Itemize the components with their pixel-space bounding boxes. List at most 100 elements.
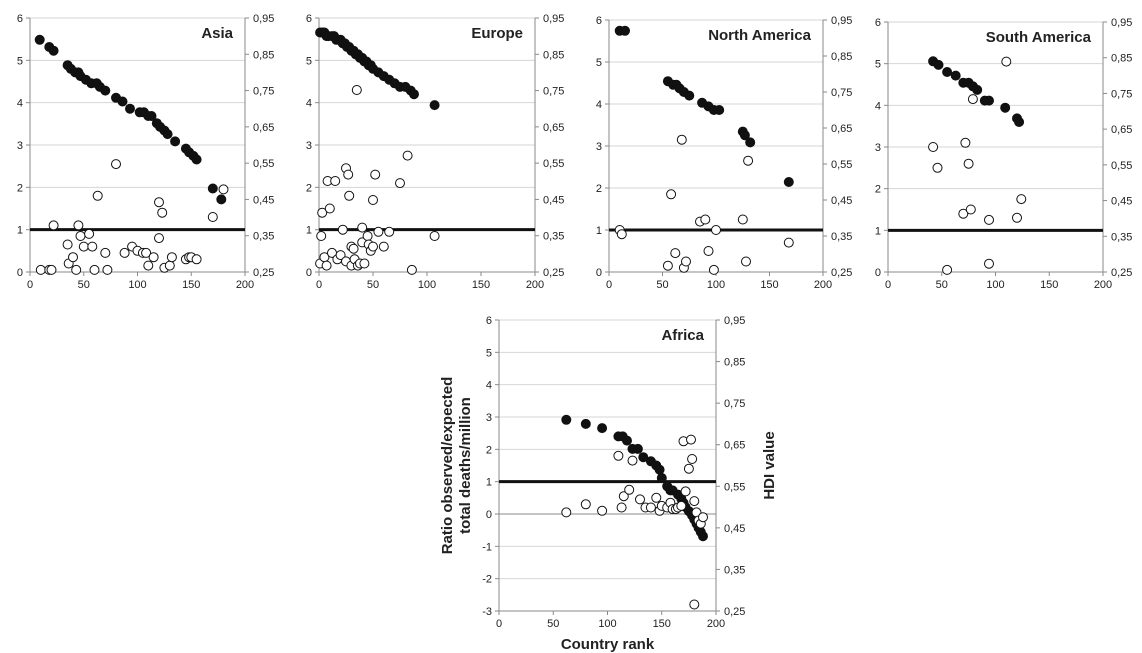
hdi-point xyxy=(207,183,218,194)
hdi-point xyxy=(622,435,632,446)
ratio-point xyxy=(616,502,627,513)
ratio-point xyxy=(680,486,691,497)
y-tick-label: 0 xyxy=(596,267,602,279)
hdi-point xyxy=(1014,117,1025,127)
y-axis-title: Ratio observed/expectedtotal deaths/mill… xyxy=(439,377,474,555)
y2-tick-label: 0,55 xyxy=(1111,160,1132,172)
y2-tick-label: 0,35 xyxy=(543,231,564,243)
ratio-point xyxy=(645,502,656,513)
ratio-point xyxy=(1012,212,1022,223)
ratio-point xyxy=(928,142,939,152)
ratio-point xyxy=(35,264,46,275)
ratio-point xyxy=(676,500,687,511)
y-tick-label: 1 xyxy=(306,225,312,237)
chart-panel-africa: -3 -2 -1 0 1 2 3 4 5 6 0,25 0,35 0,45 0,55 0,65 0,75 0,8… xyxy=(439,315,778,653)
x-tick-label: 200 xyxy=(707,618,725,630)
ratio-point xyxy=(71,264,82,275)
hdi-point xyxy=(429,100,440,111)
ratio-point xyxy=(78,241,89,252)
y-tick-label: 0 xyxy=(875,267,881,279)
y-tick-label: 1 xyxy=(875,225,881,237)
y2-tick-label: 0,85 xyxy=(831,51,852,63)
y2-tick-label: 0,95 xyxy=(253,13,274,25)
y2-tick-label: 0,35 xyxy=(253,231,274,243)
ratio-point xyxy=(561,507,572,518)
ratio-point xyxy=(119,247,130,258)
y2-tick-label: 0,35 xyxy=(724,564,745,576)
y2-tick-label: 0,45 xyxy=(724,523,745,535)
y-tick-label: 4 xyxy=(596,99,602,111)
ratio-point xyxy=(154,233,164,244)
ratio-point xyxy=(963,158,974,169)
hdi-point xyxy=(117,96,128,107)
ratio-point xyxy=(613,450,624,461)
y-tick-label: 6 xyxy=(306,13,312,25)
ratio-point xyxy=(62,239,73,250)
ratio-point xyxy=(683,463,694,474)
ratio-point xyxy=(166,252,177,263)
hdi-point xyxy=(48,45,59,56)
ratio-point xyxy=(362,231,373,241)
ratio-point xyxy=(73,220,84,231)
y2-tick-label: 0,25 xyxy=(724,606,745,618)
y2-tick-label: 0,75 xyxy=(831,87,852,99)
x-tick-label: 50 xyxy=(547,618,559,630)
ratio-point xyxy=(1001,56,1012,67)
x-tick-label: 200 xyxy=(526,279,544,291)
y-tick-label: 3 xyxy=(17,140,23,152)
y-tick-label: 5 xyxy=(486,347,492,359)
x-tick-label: 150 xyxy=(1040,279,1058,291)
hdi-point xyxy=(162,129,173,140)
ratio-point xyxy=(368,241,378,252)
x-tick-label: 100 xyxy=(598,618,616,630)
ratio-point xyxy=(351,85,362,95)
panel-title: Europe xyxy=(471,25,523,42)
hdi-point xyxy=(654,464,665,475)
hdi-point xyxy=(191,154,202,165)
panel-title: North America xyxy=(708,27,811,44)
ratio-point xyxy=(378,241,389,252)
ratio-point xyxy=(343,169,354,180)
y2-tick-label: 0,95 xyxy=(543,13,564,25)
ratio-point xyxy=(743,155,754,166)
y-tick-label: 2 xyxy=(875,184,881,196)
chart-panel-south-america: 0 1 2 3 4 5 6 0,25 0,35 0,45 0,55 0,65 0,75 0,85 0,95 0… xyxy=(875,17,1133,291)
x-tick-label: 200 xyxy=(1094,279,1112,291)
x-tick-label: 50 xyxy=(656,279,668,291)
ratio-point xyxy=(662,260,673,271)
y-tick-label: 2 xyxy=(306,182,312,194)
ratio-point xyxy=(89,264,100,275)
panel-title: Africa xyxy=(661,327,704,344)
ratio-point xyxy=(676,134,687,145)
x-tick-label: 100 xyxy=(418,279,436,291)
panel-title: South America xyxy=(986,29,1092,46)
y-tick-label: 4 xyxy=(17,98,23,110)
ratio-point xyxy=(370,169,381,180)
y2-tick-label: 0,85 xyxy=(253,49,274,61)
ratio-point xyxy=(102,264,113,275)
y2-tick-label: 0,45 xyxy=(831,195,852,207)
y-tick-label: 6 xyxy=(875,17,881,29)
x-tick-label: 0 xyxy=(316,279,322,291)
y2-axis-title: HDI value xyxy=(761,431,778,499)
hdi-point xyxy=(984,95,994,106)
x-tick-label: 50 xyxy=(367,279,379,291)
y-tick-label: 3 xyxy=(306,140,312,152)
ratio-point xyxy=(75,231,86,241)
ratio-point xyxy=(984,214,994,225)
y-tick-label: 2 xyxy=(486,444,492,456)
x-tick-label: 50 xyxy=(936,279,948,291)
ratio-point xyxy=(316,231,327,241)
hdi-point xyxy=(100,85,111,96)
ratio-point xyxy=(627,455,638,466)
y-tick-label: 3 xyxy=(486,412,492,424)
hdi-point xyxy=(745,137,756,148)
ratio-point xyxy=(207,212,218,222)
y2-tick-label: 0,95 xyxy=(724,315,745,327)
ratio-point xyxy=(335,250,346,261)
y2-tick-label: 0,85 xyxy=(1111,53,1132,65)
x-tick-label: 200 xyxy=(236,279,254,291)
y2-tick-label: 0,65 xyxy=(724,440,745,452)
y2-tick-label: 0,65 xyxy=(831,123,852,135)
ratio-point xyxy=(359,258,370,269)
